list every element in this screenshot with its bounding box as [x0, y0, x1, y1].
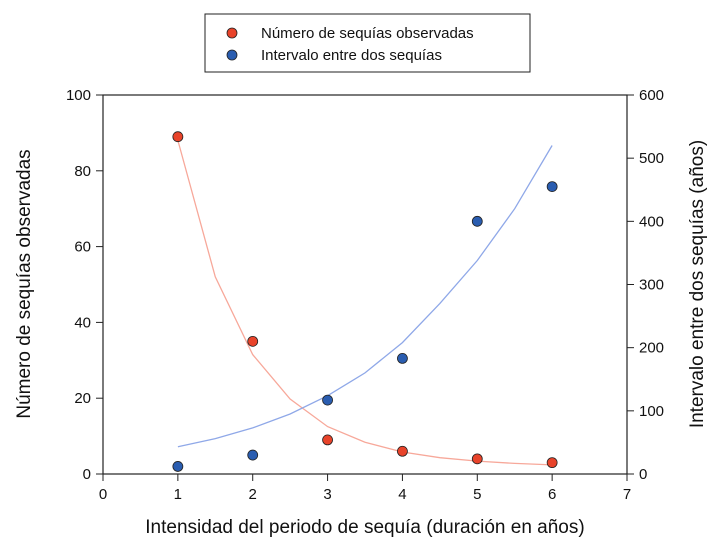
drought-count-fit-curve — [177, 140, 553, 466]
drought-interval-point — [471, 215, 483, 227]
legend-label-drought-count: Número de sequías observadas — [261, 25, 474, 42]
y-left-tick-label: 80 — [74, 163, 91, 180]
legend-box — [204, 13, 531, 73]
y-right-tick-label: 200 — [639, 340, 664, 357]
y-left-tick-label: 0 — [83, 466, 91, 483]
drought-interval-point — [322, 394, 333, 406]
drought-interval-point — [172, 461, 184, 472]
drought-count-point — [397, 445, 408, 457]
drought-count-point — [172, 131, 184, 143]
y-axis-left-title: Número de sequías observadas — [14, 149, 35, 418]
drought-interval-point — [397, 353, 408, 364]
y-right-tick-label: 0 — [639, 466, 647, 483]
x-tick-label: 6 — [548, 486, 556, 503]
drought-count-point — [471, 453, 483, 465]
y-axis-right: 0 100 200 300 400 500 600 — [627, 87, 664, 483]
drought-interval-point — [247, 449, 259, 461]
fit-curves — [177, 140, 553, 466]
data-points — [172, 131, 558, 472]
y-left-tick-label: 60 — [74, 239, 91, 256]
y-right-tick-label: 300 — [639, 277, 664, 294]
y-left-tick-label: 100 — [66, 87, 91, 104]
legend-marker-drought-interval — [226, 49, 238, 61]
x-tick-label: 0 — [99, 486, 107, 503]
legend: Número de sequías observadas Intervalo e… — [204, 13, 531, 73]
y-right-tick-label: 100 — [639, 403, 664, 420]
x-tick-label: 4 — [398, 486, 406, 503]
y-axis-left: 0 20 40 60 80 100 — [66, 87, 103, 483]
x-axis: 0 1 2 3 4 5 6 7 — [99, 474, 631, 503]
y-left-tick-label: 40 — [74, 314, 91, 331]
x-tick-label: 1 — [174, 486, 182, 503]
y-right-tick-label: 400 — [639, 213, 664, 230]
x-tick-label: 7 — [623, 486, 631, 503]
x-tick-label: 3 — [323, 486, 331, 503]
drought-interval-point — [546, 181, 558, 192]
drought-count-point — [247, 335, 259, 347]
legend-label-drought-interval: Intervalo entre dos sequías — [261, 47, 442, 64]
drought-count-point — [322, 434, 333, 446]
drought-interval-fit-curve — [177, 145, 553, 448]
y-right-tick-label: 600 — [639, 87, 664, 104]
y-left-tick-label: 20 — [74, 390, 91, 407]
legend-marker-drought-count — [226, 27, 238, 39]
drought-count-point — [546, 457, 558, 469]
y-axis-right-title: Intervalo entre dos sequías (años) — [687, 140, 707, 428]
x-tick-label: 2 — [249, 486, 257, 503]
x-tick-label: 5 — [473, 486, 481, 503]
y-right-tick-label: 500 — [639, 150, 664, 167]
x-axis-title: Intensidad del periodo de sequía (duraci… — [145, 517, 584, 538]
